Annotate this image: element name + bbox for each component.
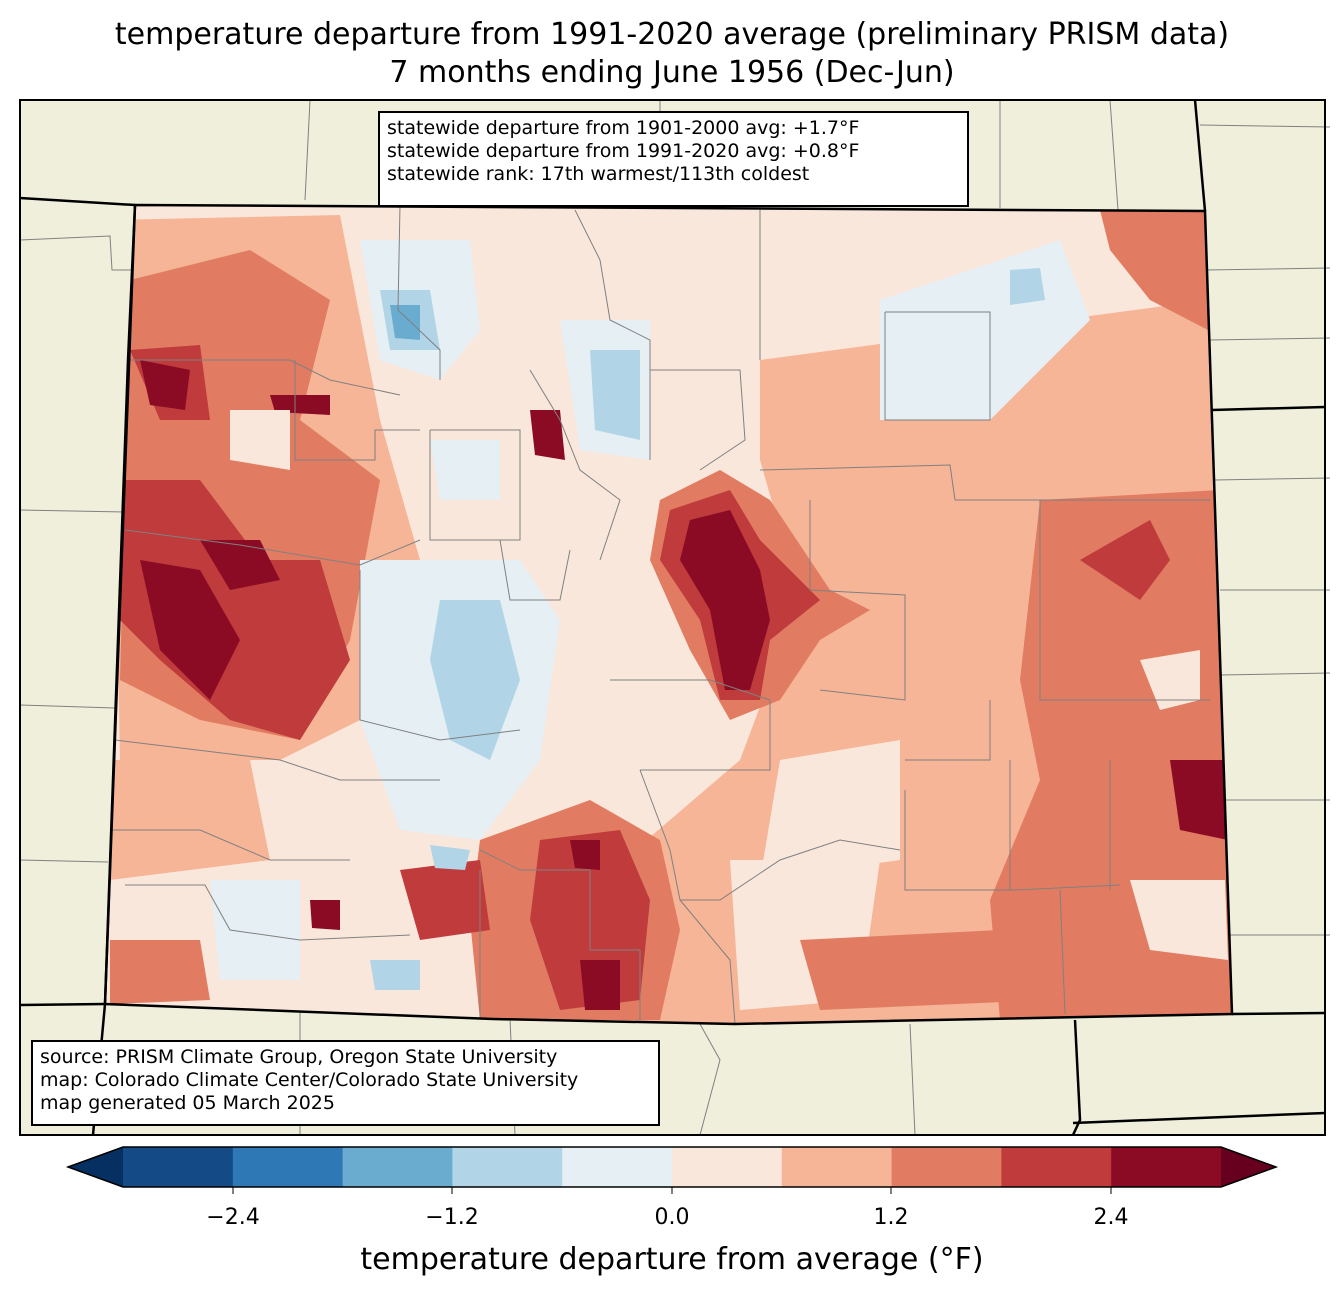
colorbar-segment [562, 1147, 673, 1187]
colorbar-segment [342, 1147, 453, 1187]
neighbor-county-lines [19, 99, 1331, 1136]
source-line-prism: source: PRISM Climate Group, Oregon Stat… [40, 1046, 558, 1068]
colorbar-label: temperature departure from average (°F) [360, 1242, 984, 1277]
source-box: source: PRISM Climate Group, Oregon Stat… [31, 1040, 660, 1126]
colorbar-tick-label: −2.4 [206, 1205, 260, 1230]
colorbar-tick-label: 1.2 [873, 1205, 909, 1230]
map-frame [19, 99, 1326, 1136]
stats-line-1991-2020: statewide departure from 1991-2020 avg: … [387, 140, 860, 162]
colorbar-segment [232, 1147, 344, 1187]
statewide-stats-box: statewide departure from 1901-2000 avg: … [378, 111, 969, 207]
colorbar-segment [1111, 1147, 1222, 1187]
colorbar-segment [452, 1147, 563, 1187]
colorbar-tick-label: 0.0 [654, 1205, 690, 1230]
colorbar-segment [1001, 1147, 1112, 1187]
source-line-generated: map generated 05 March 2025 [40, 1092, 335, 1114]
stats-line-1901-2000: statewide departure from 1901-2000 avg: … [387, 117, 860, 139]
colorbar [65, 1146, 1279, 1194]
map-title-line1: temperature departure from 1991-2020 ave… [114, 17, 1230, 52]
colorbar-extend-low [68, 1147, 123, 1187]
colorbar-extend-high [1221, 1147, 1276, 1187]
colorbar-segment [672, 1147, 783, 1187]
map-title-line2: 7 months ending June 1956 (Dec-Jun) [389, 55, 955, 90]
colorbar-segment [891, 1147, 1002, 1187]
colorbar-segment [781, 1147, 893, 1187]
colorbar-tick-label: 2.4 [1093, 1205, 1129, 1230]
colorbar-tick-label: −1.2 [425, 1205, 479, 1230]
colorbar-segment [123, 1147, 234, 1187]
source-line-map: map: Colorado Climate Center/Colorado St… [40, 1069, 579, 1091]
colorbar-outline [65, 1146, 1279, 1188]
colorado-county-lines [110, 205, 1210, 1024]
stats-line-rank: statewide rank: 17th warmest/113th colde… [387, 163, 810, 185]
colorado-temperature-field [105, 205, 1232, 1024]
